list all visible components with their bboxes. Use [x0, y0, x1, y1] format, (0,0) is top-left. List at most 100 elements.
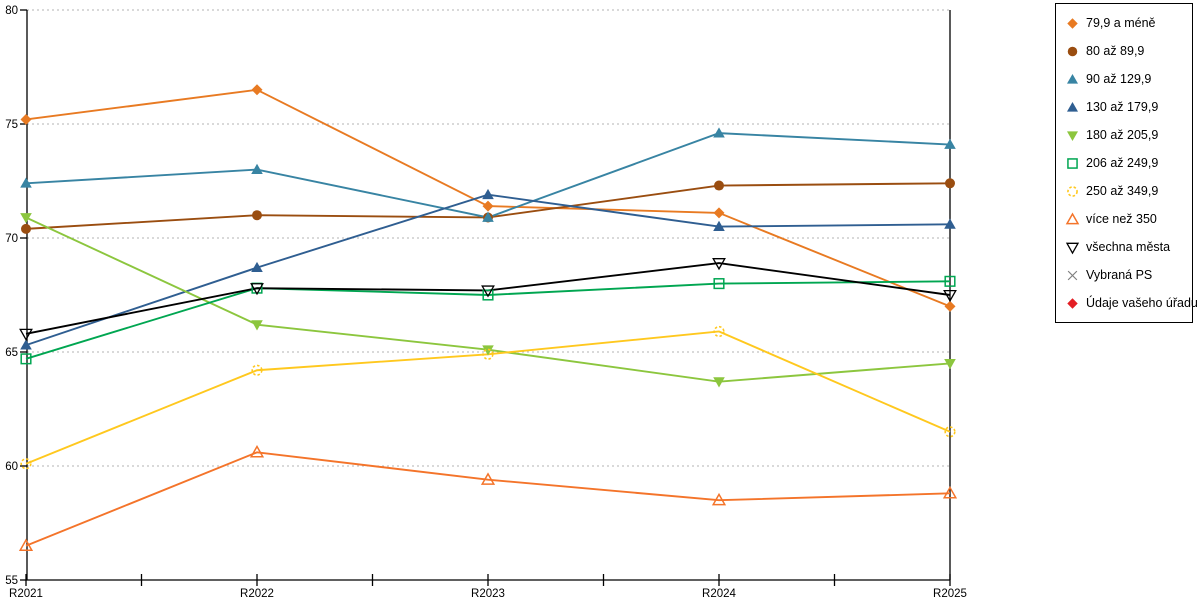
series-2-marker-triangle-up-filled-icon [251, 163, 263, 174]
series-6-marker-circle-open-dashed-icon [20, 458, 32, 470]
legend-triangle-up-filled-icon [1066, 73, 1079, 84]
square-open-icon [1067, 157, 1078, 169]
series-2-marker-triangle-up-filled-icon [482, 211, 494, 222]
legend-item: 90 až 129,9 [1065, 72, 1188, 87]
legend-circle-open-dashed-icon [1067, 185, 1078, 197]
series-3-marker-triangle-up-filled-icon [944, 218, 956, 229]
series-0-marker-diamond-filled-icon [944, 300, 956, 312]
series-3-marker-triangle-up-filled-icon [251, 261, 263, 273]
series-3-marker-triangle-up-filled-icon [482, 188, 494, 200]
series-line-7 [25, 451, 951, 547]
x-axis-tick-label: R2021 [9, 588, 43, 600]
series-4-marker-triangle-down-filled-icon [944, 359, 956, 370]
series-0-marker-diamond-filled-icon [20, 113, 32, 125]
y-axis-tick-label: 55 [5, 575, 18, 587]
series-7-marker-triangle-up-open-icon [249, 445, 265, 458]
series-8-marker-triangle-down-open-icon [481, 285, 495, 298]
legend-item: 206 až 249,9 [1065, 156, 1188, 171]
series-5-marker-square-open-icon [713, 278, 725, 290]
y-axis-tick-label: 60 [5, 461, 18, 473]
series-5-marker-square-open-icon [944, 275, 956, 287]
series-4-marker-triangle-down-filled-icon [20, 213, 32, 224]
series-7-marker-triangle-up-open-icon [480, 472, 496, 485]
legend-item: 80 až 89,9 [1065, 44, 1188, 59]
y-axis-tick-label: 80 [5, 5, 18, 17]
circle-open-dashed-icon [1067, 185, 1078, 197]
legend-triangle-up-filled-icon [1066, 101, 1079, 112]
diamond-filled-icon [1067, 297, 1078, 309]
series-7-marker-triangle-up-open-icon [711, 492, 727, 506]
legend-circle-filled-icon [1067, 46, 1078, 56]
series-1-marker-circle-filled-icon [714, 180, 724, 191]
series-2-marker-triangle-up-filled-icon [713, 127, 725, 138]
circle-filled-icon [1067, 46, 1078, 56]
y-axis-tick-label: 70 [5, 233, 18, 245]
triangle-down-open-icon [1065, 242, 1080, 254]
series-7-marker-triangle-up-open-icon [18, 538, 34, 551]
series-5-marker-square-open-icon [20, 353, 32, 365]
legend-triangle-down-open-icon [1065, 242, 1080, 254]
legend-diamond-filled-icon [1067, 297, 1078, 309]
legend-x-cross-icon [1067, 270, 1078, 280]
series-6-marker-circle-open-dashed-icon [482, 348, 494, 360]
x-axis-tick-label: R2024 [702, 588, 736, 600]
legend-item: 79,9 a méně [1065, 16, 1188, 31]
triangle-down-filled-icon [1066, 130, 1079, 141]
legend-item-label: Vybraná PS [1086, 267, 1153, 282]
series-1-marker-circle-filled-icon [252, 210, 262, 221]
legend-item-label: 90 až 129,9 [1086, 71, 1152, 86]
series-5-marker-square-open-icon [482, 289, 494, 301]
series-3-marker-triangle-up-filled-icon [713, 220, 725, 231]
legend-item-label: 79,9 a méně [1086, 15, 1156, 30]
series-6-marker-circle-open-dashed-icon [713, 325, 725, 338]
series-0-marker-diamond-filled-icon [251, 84, 263, 96]
series-4-marker-triangle-down-filled-icon [251, 320, 263, 331]
y-axis-tick-label: 75 [5, 119, 18, 131]
legend-item: všechna města [1065, 240, 1188, 255]
legend-item: více než 350 [1065, 211, 1188, 227]
legend-item: 180 až 205,9 [1065, 128, 1188, 143]
series-2-marker-triangle-up-filled-icon [944, 138, 956, 149]
series-6-marker-circle-open-dashed-icon [944, 426, 956, 438]
legend-item-label: všechna města [1086, 239, 1171, 254]
series-1-marker-circle-filled-icon [945, 178, 955, 189]
legend-triangle-down-filled-icon [1066, 130, 1079, 141]
legend-item-label: 250 až 349,9 [1086, 183, 1159, 198]
diamond-filled-icon [1067, 17, 1078, 29]
legend-item-label: 180 až 205,9 [1086, 127, 1159, 142]
legend-item-label: Údaje vašeho úřadu [1086, 295, 1198, 310]
series-8-marker-triangle-down-open-icon [712, 258, 726, 271]
series-8-marker-triangle-down-open-icon [943, 289, 957, 303]
legend-item-label: 80 až 89,9 [1086, 43, 1145, 58]
legend-item-label: 130 až 179,9 [1086, 99, 1159, 114]
legend-item-label: 206 až 249,9 [1086, 155, 1159, 170]
series-6-marker-circle-open-dashed-icon [251, 364, 263, 376]
series-0-marker-diamond-filled-icon [482, 200, 494, 212]
x-axis-tick-label: R2023 [471, 588, 505, 600]
series-7-marker-triangle-up-open-icon [942, 486, 958, 499]
triangle-up-filled-icon [1066, 73, 1079, 84]
series-0-marker-diamond-filled-icon [713, 207, 725, 219]
triangle-up-open-icon [1065, 211, 1080, 224]
legend-item-label: více než 350 [1086, 211, 1157, 226]
chart-legend: 79,9 a méně 80 až 89,9 90 až 129,9 130 až 1… [1055, 3, 1198, 323]
legend-item: Vybraná PS [1065, 268, 1188, 283]
series-3-marker-triangle-up-filled-icon [20, 339, 32, 350]
legend-item: 130 až 179,9 [1065, 100, 1188, 115]
legend-item: Údaje vašeho úřadu [1065, 296, 1198, 311]
y-axis-tick-label: 65 [5, 347, 18, 359]
legend-triangle-up-open-icon [1065, 211, 1080, 224]
series-4-marker-triangle-down-filled-icon [482, 345, 494, 356]
x-axis-tick-label: R2025 [933, 588, 967, 600]
triangle-up-filled-icon [1066, 101, 1079, 112]
series-8-marker-triangle-down-open-icon [19, 328, 33, 341]
series-4-marker-triangle-down-filled-icon [713, 377, 725, 388]
legend-square-open-icon [1067, 157, 1078, 169]
series-2-marker-triangle-up-filled-icon [20, 177, 32, 188]
series-1-marker-circle-filled-icon [21, 223, 31, 234]
x-cross-icon [1067, 270, 1078, 280]
legend-diamond-filled-icon [1067, 17, 1078, 29]
x-axis-tick-label: R2022 [240, 588, 274, 600]
series-8-marker-triangle-down-open-icon [250, 283, 264, 296]
